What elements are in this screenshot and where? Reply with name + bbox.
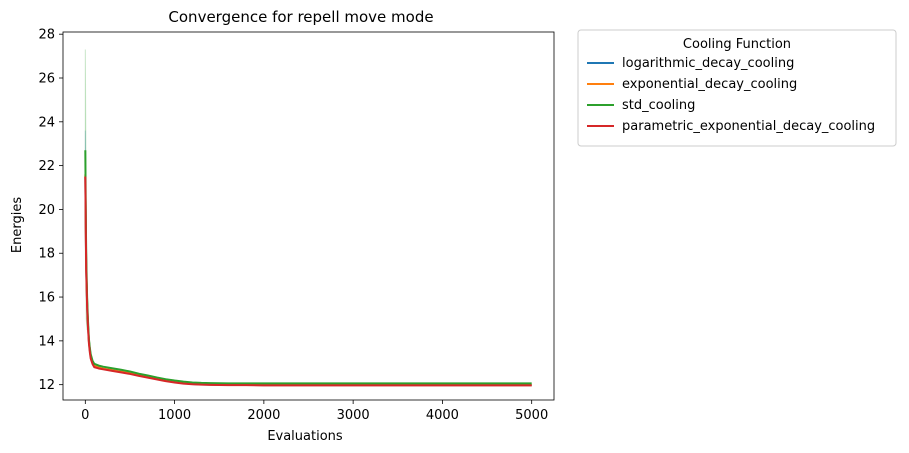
- x-tick-label: 5000: [515, 408, 548, 423]
- y-tick-label: 20: [38, 203, 55, 218]
- legend-title: Cooling Function: [683, 37, 791, 52]
- legend-label: std_cooling: [622, 98, 695, 113]
- x-tick-label: 0: [81, 408, 89, 423]
- y-tick-label: 18: [38, 247, 55, 262]
- y-tick-label: 14: [38, 334, 55, 349]
- y-tick-label: 24: [38, 115, 55, 130]
- x-tick-label: 4000: [426, 408, 459, 423]
- y-axis-label: Energies: [10, 197, 25, 253]
- series-lines: [84, 150, 532, 387]
- legend-item: parametric_exponential_decay_cooling: [587, 119, 875, 134]
- x-tick-label: 1000: [158, 408, 191, 423]
- legend-box: [577, 29, 897, 147]
- legend-label: exponential_decay_cooling: [622, 77, 797, 92]
- x-tick-label: 3000: [337, 408, 370, 423]
- legend-label: logarithmic_decay_cooling: [622, 56, 794, 71]
- y-tick-label: 16: [38, 291, 55, 306]
- series-line-parametric-exponential-decay-cooling: [84, 176, 532, 387]
- y-tick-label: 28: [38, 28, 55, 43]
- legend: Cooling Function logarithmic_decay_cooli…: [577, 29, 897, 147]
- y-tick-label: 22: [38, 159, 55, 174]
- legend-label: parametric_exponential_decay_cooling: [622, 119, 875, 134]
- legend-item: exponential_decay_cooling: [587, 77, 797, 92]
- legend-item: logarithmic_decay_cooling: [587, 56, 794, 71]
- y-tick-label: 12: [38, 378, 55, 393]
- chart-title: Convergence for repell move mode: [168, 8, 433, 26]
- y-tick-label: 26: [38, 72, 55, 87]
- x-axis-label: Evaluations: [267, 429, 343, 444]
- axes-frame: [62, 31, 555, 401]
- x-tick-label: 2000: [247, 408, 280, 423]
- legend-items: logarithmic_decay_cooling exponential_dec…: [587, 56, 875, 134]
- y-axis: 12 14 16 18 20 22 24 26 28: [38, 28, 63, 393]
- x-axis: 0 1000 2000 3000 4000 5000: [81, 400, 548, 423]
- legend-item: std_cooling: [587, 98, 695, 113]
